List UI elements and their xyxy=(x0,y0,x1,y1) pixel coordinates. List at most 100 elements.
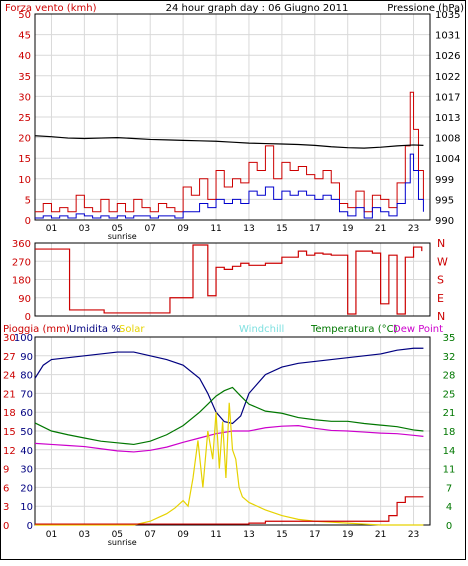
pressure-y-tick: 995 xyxy=(435,195,454,206)
humidity-y-tick: 50 xyxy=(20,427,33,438)
compass-tick: N xyxy=(437,237,445,250)
rain-y-tick: 27 xyxy=(3,352,16,363)
temp-y-tick: 11 xyxy=(443,465,456,476)
chart-title: 24 hour graph day : 06 Giugno 2011 xyxy=(166,3,349,14)
temp-y-tick: 35 xyxy=(443,333,456,344)
compass-tick: E xyxy=(437,292,444,305)
temp-y-tick: 14 xyxy=(443,446,456,457)
wind-y-tick: 10 xyxy=(18,175,31,186)
wind-y-tick: 20 xyxy=(18,134,31,145)
series-temperatura-c- xyxy=(34,386,424,446)
temp-y-tick: 21 xyxy=(443,408,456,419)
series-pioggia-mm- xyxy=(35,496,424,525)
humidity-y-tick: 70 xyxy=(20,389,33,400)
pressure-y-tick: 990 xyxy=(435,216,454,227)
pressure-y-tick: 1017 xyxy=(435,92,460,103)
x-tick-label: 05 xyxy=(112,224,123,234)
wind-y-tick: 5 xyxy=(25,195,31,206)
temp-y-tick: 0 xyxy=(446,521,452,532)
humidity-y-tick: 90 xyxy=(20,352,33,363)
direction-y-tick: 360 xyxy=(12,239,31,250)
x-tick-label: 09 xyxy=(177,224,189,234)
rain-y-tick: 15 xyxy=(3,427,16,438)
series-gust xyxy=(35,91,424,213)
wind-y-tick: 0 xyxy=(25,216,31,227)
x-tick-label: 19 xyxy=(342,530,354,540)
x-tick-label: 01 xyxy=(46,224,57,234)
wind-y-tick: 30 xyxy=(18,92,31,103)
x-tick-label: 09 xyxy=(177,530,189,540)
rain-y-tick: 9 xyxy=(3,465,9,476)
x-tick-label: 13 xyxy=(243,224,254,234)
direction-y-tick: 90 xyxy=(18,294,31,305)
x-tick-label: 19 xyxy=(342,224,354,234)
direction-y-tick: 0 xyxy=(25,312,31,323)
x-tick-label: 23 xyxy=(408,224,419,234)
humidity-y-tick: 30 xyxy=(20,465,33,476)
pressure-y-tick: 1026 xyxy=(435,51,460,62)
wind-y-tick: 50 xyxy=(18,10,31,21)
pressure-y-tick: 1013 xyxy=(435,113,460,124)
x-tick-label: 17 xyxy=(309,530,320,540)
x-tick-label: 21 xyxy=(375,530,386,540)
x-tick-label: 23 xyxy=(408,530,419,540)
pressure-y-tick: 1035 xyxy=(435,10,460,21)
temp-y-tick: 28 xyxy=(443,371,456,382)
rain-y-tick: 12 xyxy=(3,446,16,457)
x-tick-label: 21 xyxy=(375,224,386,234)
legend-label: Dew Point xyxy=(393,324,443,335)
series-wind xyxy=(35,153,424,219)
pressure-y-tick: 1004 xyxy=(435,154,460,165)
rain-y-tick: 21 xyxy=(3,389,16,400)
direction-y-tick: 270 xyxy=(12,257,31,268)
wind-y-tick: 40 xyxy=(18,51,31,62)
humidity-y-tick: 10 xyxy=(20,502,33,513)
series-pressure xyxy=(34,135,424,149)
humidity-y-tick: 80 xyxy=(20,371,33,382)
compass-tick: N xyxy=(437,310,445,323)
x-tick-label: 01 xyxy=(46,530,57,540)
rain-y-tick: 30 xyxy=(3,333,16,344)
wind-y-tick: 35 xyxy=(18,72,31,83)
temp-y-tick: 32 xyxy=(443,352,456,363)
compass-tick: W xyxy=(437,255,448,268)
x-tick-label: 07 xyxy=(144,224,155,234)
humidity-y-tick: 0 xyxy=(27,521,33,532)
humidity-y-tick: 20 xyxy=(20,483,33,494)
wind-left-label: Forza vento (kmh) xyxy=(5,3,97,14)
pressure-y-tick: 1022 xyxy=(435,72,460,83)
humidity-y-tick: 60 xyxy=(20,408,33,419)
wind-y-tick: 25 xyxy=(18,113,31,124)
x-tick-label: 15 xyxy=(276,530,287,540)
rain-y-tick: 0 xyxy=(3,521,9,532)
temp-y-tick: 25 xyxy=(443,389,456,400)
temp-y-tick: 18 xyxy=(443,427,456,438)
legend-label: Umidita % xyxy=(69,324,121,335)
x-tick-label: 11 xyxy=(210,224,221,234)
legend-label: Pioggia (mm) xyxy=(3,324,70,335)
wind-panel-border xyxy=(34,13,431,221)
direction-y-tick: 180 xyxy=(12,276,31,287)
pressure-y-tick: 1008 xyxy=(435,134,460,145)
x-tick-label: 17 xyxy=(309,224,320,234)
x-tick-label: 03 xyxy=(79,224,90,234)
legend-label: Temperatura (°C) xyxy=(310,324,398,335)
rain-y-tick: 18 xyxy=(3,408,16,419)
pressure-label: Pressione (hPa) xyxy=(387,3,464,14)
pressure-y-tick: 999 xyxy=(435,175,454,186)
x-tick-label: 11 xyxy=(210,530,221,540)
x-tick-label: 13 xyxy=(243,530,254,540)
legend-label: Windchill xyxy=(239,324,284,335)
series-dew-point xyxy=(34,425,424,453)
rain-y-tick: 3 xyxy=(3,502,9,513)
humidity-y-tick: 40 xyxy=(20,446,33,457)
legend-label: Solar xyxy=(119,324,145,335)
temp-y-tick: 7 xyxy=(446,483,452,494)
series-direction xyxy=(35,244,423,315)
bottom-panel-border xyxy=(34,336,431,526)
pressure-y-tick: 1031 xyxy=(435,31,460,42)
humidity-y-tick: 100 xyxy=(14,333,33,344)
wind-y-tick: 15 xyxy=(18,154,31,165)
